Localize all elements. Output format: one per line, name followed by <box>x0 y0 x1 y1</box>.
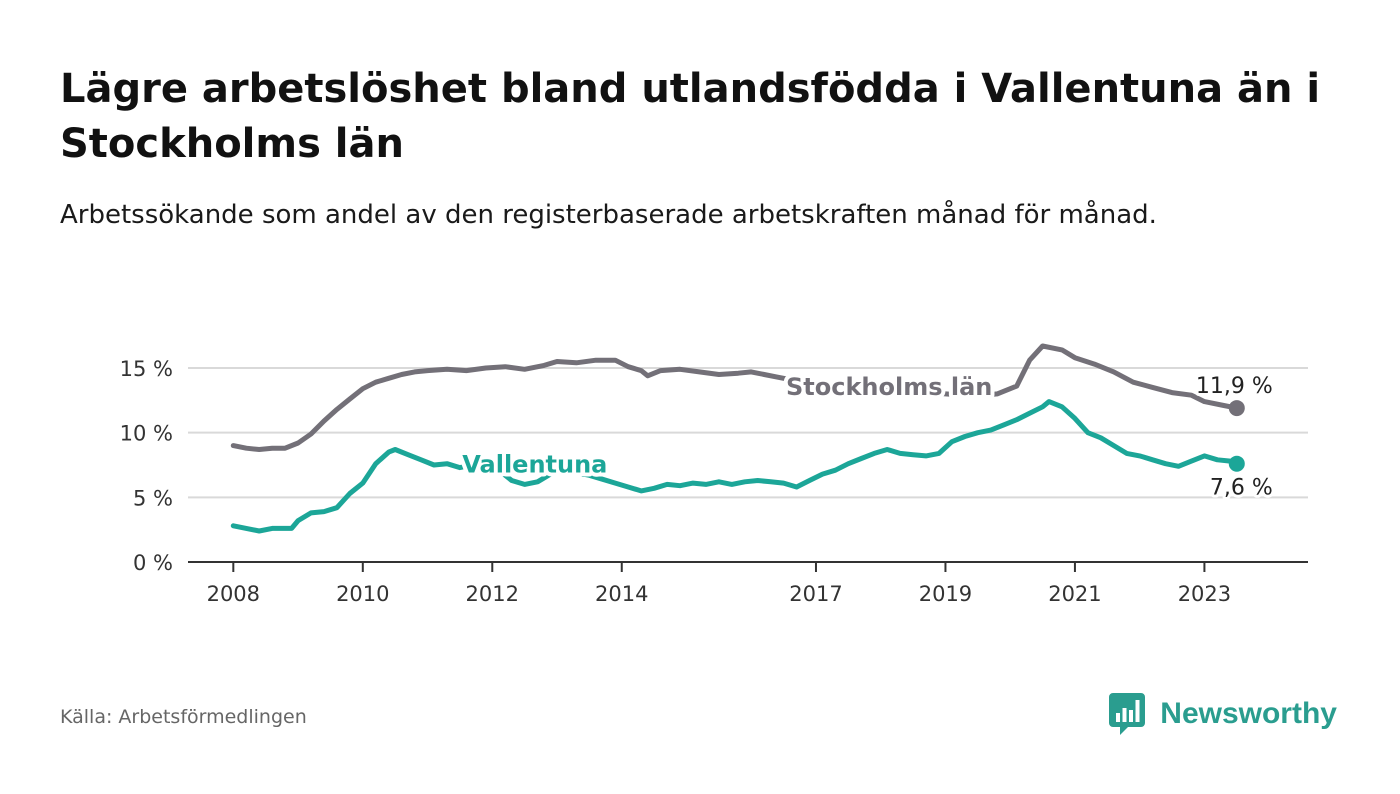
end-value-label-vallentuna: 7,6 % <box>1210 476 1273 501</box>
axes: 0 % 5 % 10 % 15 % 2008 2010 2012 2014 2017 2019 20… <box>120 357 1308 606</box>
end-point-stockholms-l-n <box>1228 400 1245 417</box>
end-point-vallentuna <box>1228 455 1245 472</box>
x-tick-label: 2010 <box>336 582 389 606</box>
source-note: Källa: Arbetsförmedlingen <box>60 706 307 728</box>
chart-subtitle: Arbetssökande som andel av den registerb… <box>60 200 1157 230</box>
series-lines <box>230 343 1245 534</box>
end-value-label-stockholms-l-n: 11,9 % <box>1196 374 1273 399</box>
series-name-label-vallentuna: Vallentuna <box>462 451 607 479</box>
x-tick-label: 2012 <box>466 582 519 606</box>
series-labels: 11,9 % 7,6 % Stockholms län Vallentuna <box>458 369 1276 504</box>
series-name-label-stockholms-l-n: Stockholms län <box>786 373 992 401</box>
y-tick-label: 5 % <box>133 486 173 510</box>
bar-chart-icon <box>1109 693 1146 735</box>
x-tick-label: 2019 <box>919 582 972 606</box>
y-tick-label: 10 % <box>120 422 173 446</box>
x-tick-label: 2017 <box>789 582 842 606</box>
brand-name: Newsworthy <box>1160 697 1337 730</box>
x-tick-label: 2021 <box>1048 582 1101 606</box>
y-tick-label: 0 % <box>133 551 173 575</box>
brand-logo[interactable]: Newsworthy <box>1108 690 1337 738</box>
y-tick-label: 15 % <box>120 357 173 381</box>
x-tick-label: 2023 <box>1178 582 1231 606</box>
series-line-vallentuna <box>230 399 1240 534</box>
grid-lines <box>188 367 1308 499</box>
x-tick-label: 2008 <box>207 582 260 606</box>
x-tick-label: 2014 <box>595 582 648 606</box>
chart-title: Lägre arbetslöshet bland utlandsfödda i … <box>60 66 1321 167</box>
series-line-stockholms-l-n <box>230 343 1240 452</box>
